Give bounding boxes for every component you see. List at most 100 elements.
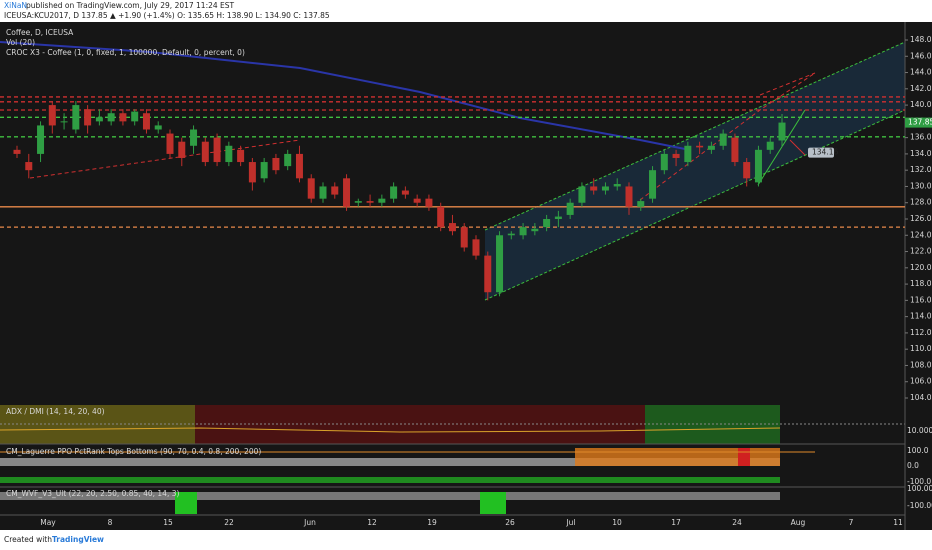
pane-title: CM_WVF_V3_Ult (22, 20, 2.50, 0.85, 40, 1… bbox=[6, 489, 179, 498]
candle-body bbox=[190, 129, 198, 146]
candle-body bbox=[778, 122, 786, 141]
candle-body bbox=[178, 141, 186, 158]
candle-body bbox=[613, 184, 621, 187]
candle-body bbox=[154, 125, 162, 130]
y-tick-label: 112.00 bbox=[910, 328, 932, 337]
candle-body bbox=[354, 201, 362, 203]
pane-title: CM_Laguerre PPO PctRank Tops Bottoms (90… bbox=[6, 447, 261, 456]
candle-body bbox=[425, 198, 433, 207]
x-tick-label: Aug bbox=[791, 518, 806, 527]
candle-body bbox=[25, 162, 33, 171]
pane-fill bbox=[0, 492, 780, 500]
footer-brand: TradingView bbox=[52, 535, 104, 544]
y-tick-label: 110.00 bbox=[910, 344, 932, 353]
x-tick-label: 22 bbox=[224, 518, 234, 527]
candle-body bbox=[543, 219, 551, 228]
y-tick-label: 128.00 bbox=[910, 198, 932, 207]
x-tick-label: 7 bbox=[849, 518, 854, 527]
laguerre-pane bbox=[0, 448, 905, 488]
candle-body bbox=[166, 133, 174, 154]
candle-body bbox=[131, 111, 139, 122]
candle-body bbox=[401, 190, 409, 195]
candle-body bbox=[319, 186, 327, 199]
candle-body bbox=[284, 153, 292, 167]
x-tick-label: 12 bbox=[367, 518, 377, 527]
candle-body bbox=[37, 125, 45, 154]
legend-line: CROC X3 - Coffee (1, 0, fixed, 1, 100000… bbox=[6, 48, 245, 57]
candle-body bbox=[519, 227, 527, 236]
y-tick-label: 126.00 bbox=[910, 214, 932, 223]
pane-fill bbox=[0, 477, 780, 483]
x-tick-label: 15 bbox=[163, 518, 173, 527]
y-tick-label: 132.00 bbox=[910, 165, 932, 174]
pane-axis-label: 0.0 bbox=[907, 461, 919, 470]
candle-body bbox=[331, 186, 339, 195]
candle-body bbox=[754, 149, 762, 183]
candle-body bbox=[366, 201, 374, 203]
published: published on TradingView.com, July 29, 2… bbox=[26, 1, 235, 10]
channel bbox=[485, 42, 905, 300]
candle-body bbox=[107, 113, 115, 122]
candle-body bbox=[378, 198, 386, 203]
footer-bg bbox=[0, 530, 932, 550]
candle-body bbox=[554, 216, 562, 219]
y-tick-label: 134.00 bbox=[910, 149, 932, 158]
candle-body bbox=[248, 162, 256, 183]
y-tick-label: 106.00 bbox=[910, 377, 932, 386]
candle-body bbox=[84, 109, 92, 126]
symbol-line: ICEUSA:KCU2017, D 137.85 ▲ +1.90 (+1.4%)… bbox=[4, 11, 330, 20]
pane-fill bbox=[480, 492, 506, 514]
candle-body bbox=[413, 198, 421, 203]
legend-line: Vol (20) bbox=[6, 38, 35, 47]
y-tick-label: 140.00 bbox=[910, 100, 932, 109]
candle-body bbox=[460, 227, 468, 248]
candle-body bbox=[625, 186, 633, 207]
y-tick-label: 124.00 bbox=[910, 230, 932, 239]
candle-body bbox=[119, 113, 127, 122]
callout-box bbox=[808, 147, 834, 158]
x-tick-label: 19 bbox=[427, 518, 437, 527]
y-tick-label: 118.00 bbox=[910, 279, 932, 288]
pane-title: ADX / DMI (14, 14, 20, 40) bbox=[6, 407, 105, 416]
candle-body bbox=[437, 206, 445, 228]
y-tick-label: 136.00 bbox=[910, 133, 932, 142]
pane-axis-label: 100.0 bbox=[907, 446, 929, 455]
arrow bbox=[757, 109, 806, 186]
candle-body bbox=[60, 121, 68, 123]
x-tick-label: 26 bbox=[505, 518, 515, 527]
candle-body bbox=[637, 201, 645, 207]
candle-body bbox=[649, 170, 657, 199]
candle-body bbox=[743, 162, 751, 179]
candle-body bbox=[696, 145, 704, 148]
last-price-label: 137.85 bbox=[908, 118, 932, 127]
header-bg bbox=[0, 0, 932, 22]
y-tick-label: 104.00 bbox=[910, 393, 932, 402]
candle-body bbox=[295, 153, 303, 179]
callout-label: 134.16 bbox=[812, 148, 838, 157]
candle-body bbox=[72, 105, 80, 130]
legend-line: Coffee, D, ICEUSA bbox=[6, 28, 74, 37]
candle-body bbox=[507, 233, 515, 236]
channel-bottom bbox=[484, 109, 906, 301]
x-tick-label: 24 bbox=[732, 518, 742, 527]
x-tick-label: 17 bbox=[671, 518, 681, 527]
candle-body bbox=[590, 186, 598, 191]
candle-body bbox=[13, 149, 21, 154]
arrow bbox=[789, 139, 806, 156]
candle-body bbox=[142, 113, 150, 130]
candle-body bbox=[684, 145, 692, 163]
trend-line bbox=[29, 139, 301, 179]
candle-body bbox=[390, 186, 398, 199]
candle-body bbox=[343, 178, 351, 207]
y-tick-label: 108.00 bbox=[910, 360, 932, 369]
candle-body bbox=[260, 162, 268, 179]
pane-axis-label: 100.0000 bbox=[907, 484, 932, 493]
pane-axis-label: 10.0000 bbox=[907, 426, 932, 435]
pane-fill bbox=[0, 458, 780, 466]
candle-body bbox=[448, 223, 456, 232]
adx-line bbox=[0, 427, 781, 433]
candle-body bbox=[201, 141, 209, 163]
x-tick-label: 8 bbox=[108, 518, 113, 527]
